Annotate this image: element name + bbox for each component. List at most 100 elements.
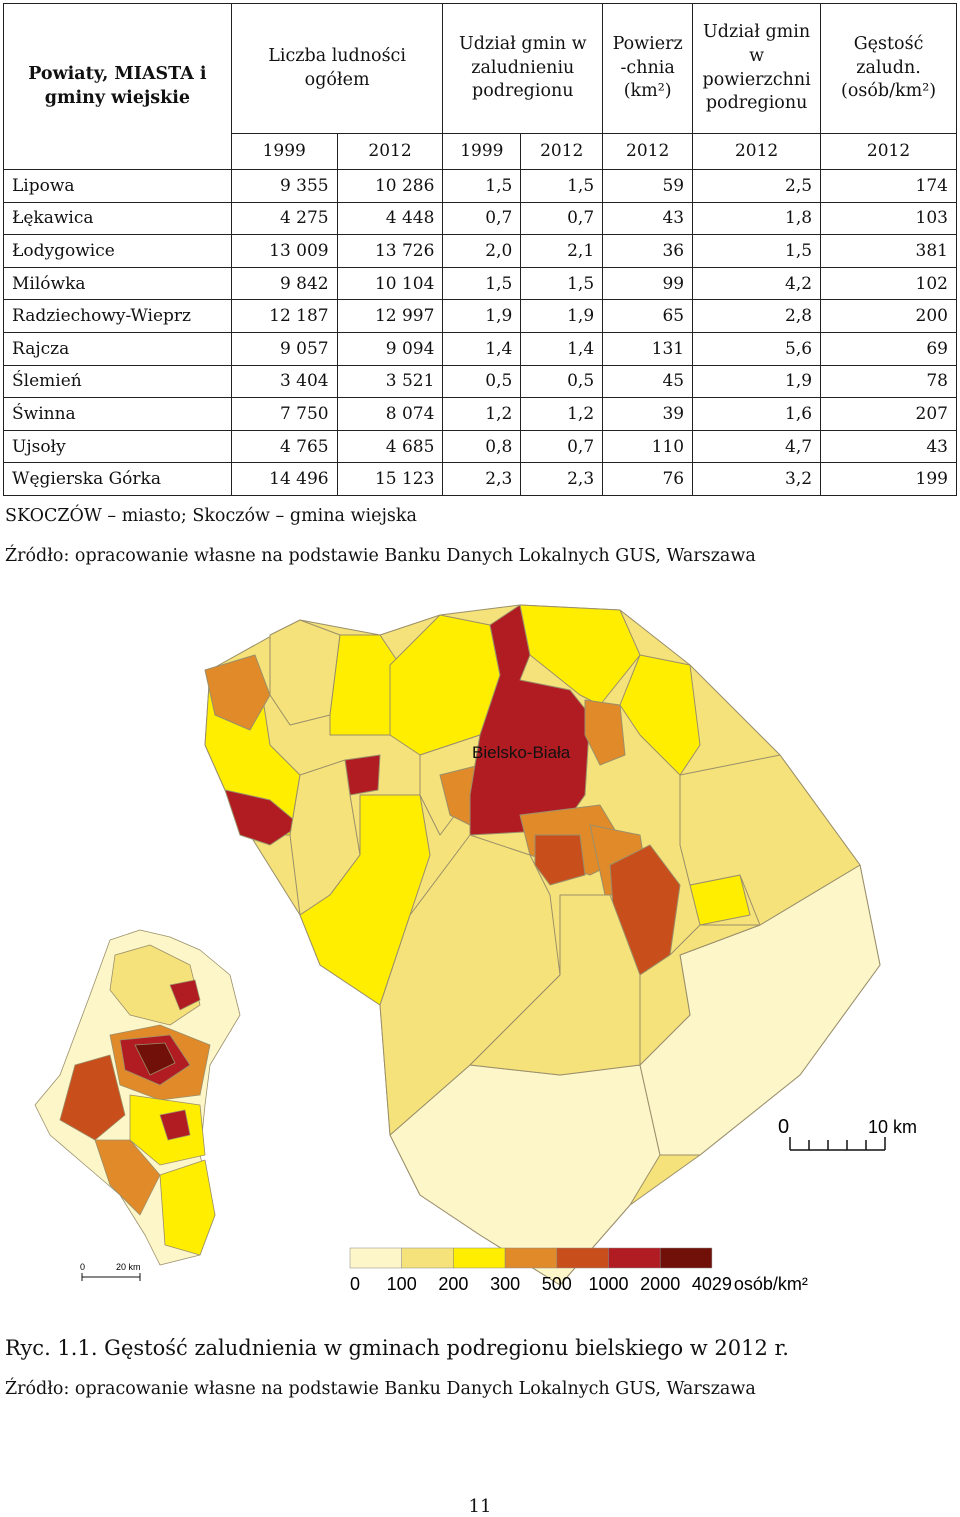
table-cell: 1,5 xyxy=(692,234,822,268)
table-cell: 381 xyxy=(820,234,957,268)
table-cell: 43 xyxy=(820,429,957,464)
table-row: Świnna 7 750 8 074 1,2 1,2 39 1,6 207 xyxy=(3,397,957,431)
table-cell: 15 123 xyxy=(336,462,444,496)
legend-tick: 4029 xyxy=(692,1274,732,1294)
table-cell: 0,8 xyxy=(442,429,522,464)
table-cell: 10 104 xyxy=(336,266,444,301)
table-cell: 0,5 xyxy=(520,364,604,399)
table-cell: 36 xyxy=(602,234,694,268)
header-pop-share: Udział gmin w zaludnieniu podregionu xyxy=(442,3,604,134)
inset-scale-zero: 0 xyxy=(80,1262,85,1272)
municipality-name: Milówka xyxy=(3,266,232,301)
table-cell: 2,1 xyxy=(520,234,604,268)
table-cell: 2,8 xyxy=(692,299,822,333)
population-table: Powiaty, MIASTA i gminy wiejskie Liczba … xyxy=(3,3,957,496)
municipality-name: Rajcza xyxy=(3,331,232,366)
table-cell: 9 842 xyxy=(230,266,338,301)
table-cell: 1,8 xyxy=(692,201,822,236)
municipality-orange-ne xyxy=(584,699,626,766)
inset-scale-bar xyxy=(81,1273,141,1281)
table-cell: 0,7 xyxy=(520,201,604,236)
municipality-east2 xyxy=(639,924,761,1066)
table-cell: 1,9 xyxy=(520,299,604,333)
year-cell: 2012 xyxy=(336,133,444,170)
table-cell: 45 xyxy=(602,364,694,399)
legend-swatch xyxy=(556,1247,609,1269)
legend-tick: 300 xyxy=(490,1274,520,1294)
table-cell: 199 xyxy=(820,462,957,496)
table-cell: 1,9 xyxy=(692,364,822,399)
municipality-northwest xyxy=(269,619,341,726)
municipality-east xyxy=(679,754,861,926)
table-cell: 1,2 xyxy=(520,397,604,431)
header-area-share: Udział gmin w powierzchni podregionu xyxy=(692,3,822,134)
table-cell: 102 xyxy=(820,266,957,301)
table-cell: 2,3 xyxy=(442,462,522,496)
legend-swatch xyxy=(659,1247,713,1269)
table-source: Źródło: opracowanie własne na podstawie … xyxy=(5,546,756,566)
scale-bar xyxy=(789,1137,886,1151)
header-name: Powiaty, MIASTA i gminy wiejskie xyxy=(3,3,232,170)
table-cell: 4 685 xyxy=(336,429,444,464)
table-cell: 65 xyxy=(602,299,694,333)
density-map: Bielsko-Biała 0 20 km 0 10 km 0 100 200 300… xyxy=(34,604,917,1294)
table-row: Ślemień 3 404 3 521 0,5 0,5 45 1,9 78 xyxy=(3,364,957,399)
header-area: Powierz -chnia (km²) xyxy=(602,3,694,134)
legend-swatch xyxy=(401,1247,454,1269)
table-cell: 200 xyxy=(820,299,957,333)
table-row: Węgierska Górka 14 496 15 123 2,3 2,3 76 3,2 19… xyxy=(3,462,957,496)
municipality-name: Lipowa xyxy=(3,169,232,203)
scale-zero: 0 xyxy=(778,1116,789,1138)
municipality-name: Radziechowy-Wieprz xyxy=(3,299,232,333)
table-row: Radziechowy-Wieprz 12 187 12 997 1,9 1,9 65 2,… xyxy=(3,299,957,333)
table-cell: 1,5 xyxy=(442,266,522,301)
table-cell: 1,4 xyxy=(442,331,522,366)
municipality-west-red xyxy=(224,789,301,846)
table-cell: 69 xyxy=(820,331,957,366)
table-cell: 9 094 xyxy=(336,331,444,366)
table-cell: 0,7 xyxy=(442,201,522,236)
table-cell: 9 355 xyxy=(230,169,338,203)
year-cell: 2012 xyxy=(692,133,822,170)
year-cell: 1999 xyxy=(442,133,522,170)
municipality-darkorange-left xyxy=(534,834,586,886)
table-cell: 2,5 xyxy=(692,169,822,203)
table-cell: 8 074 xyxy=(336,397,444,431)
year-cell: 2012 xyxy=(602,133,694,170)
legend-swatch xyxy=(453,1247,506,1269)
table-row: Milówka 9 842 10 104 1,5 1,5 99 4,2 102 xyxy=(3,266,957,301)
municipality-small-red xyxy=(344,754,381,796)
table-cell: 1,5 xyxy=(442,169,522,203)
legend: 0 100 200 300 500 1000 2000 4029 osób/km² xyxy=(349,1247,808,1294)
legend-swatch xyxy=(504,1247,558,1269)
legend-tick: 500 xyxy=(542,1274,572,1294)
legend-tick: 200 xyxy=(438,1274,468,1294)
table-cell: 4 275 xyxy=(230,201,338,236)
figure-caption: Ryc. 1.1. Gęstość zaludnienia w gminach … xyxy=(5,1336,789,1360)
inset-map xyxy=(34,929,241,1266)
municipality-name: Ślemień xyxy=(3,364,232,399)
table-cell: 1,5 xyxy=(520,169,604,203)
legend-tick: 2000 xyxy=(640,1274,680,1294)
table-cell: 76 xyxy=(602,462,694,496)
table-cell: 2,3 xyxy=(520,462,604,496)
legend-swatch xyxy=(608,1247,661,1269)
header-density: Gęstość zaludn. (osób/km²) xyxy=(820,3,957,134)
table-cell: 12 187 xyxy=(230,299,338,333)
table-cell: 103 xyxy=(820,201,957,236)
legend-tick: 100 xyxy=(387,1274,417,1294)
table-cell: 4 448 xyxy=(336,201,444,236)
table-cell: 3 404 xyxy=(230,364,338,399)
table-cell: 4,7 xyxy=(692,429,822,464)
table-cell: 110 xyxy=(602,429,694,464)
table-cell: 1,4 xyxy=(520,331,604,366)
municipality-name: Węgierska Górka xyxy=(3,462,232,496)
table-cell: 1,5 xyxy=(520,266,604,301)
header-population: Liczba ludności ogółem xyxy=(230,3,444,134)
table-cell: 4,2 xyxy=(692,266,822,301)
table-cell: 7 750 xyxy=(230,397,338,431)
table-cell: 13 009 xyxy=(230,234,338,268)
scale-label: 10 km xyxy=(868,1117,917,1137)
legend-tick: 0 xyxy=(350,1274,360,1294)
municipality-west-orange xyxy=(204,654,271,731)
